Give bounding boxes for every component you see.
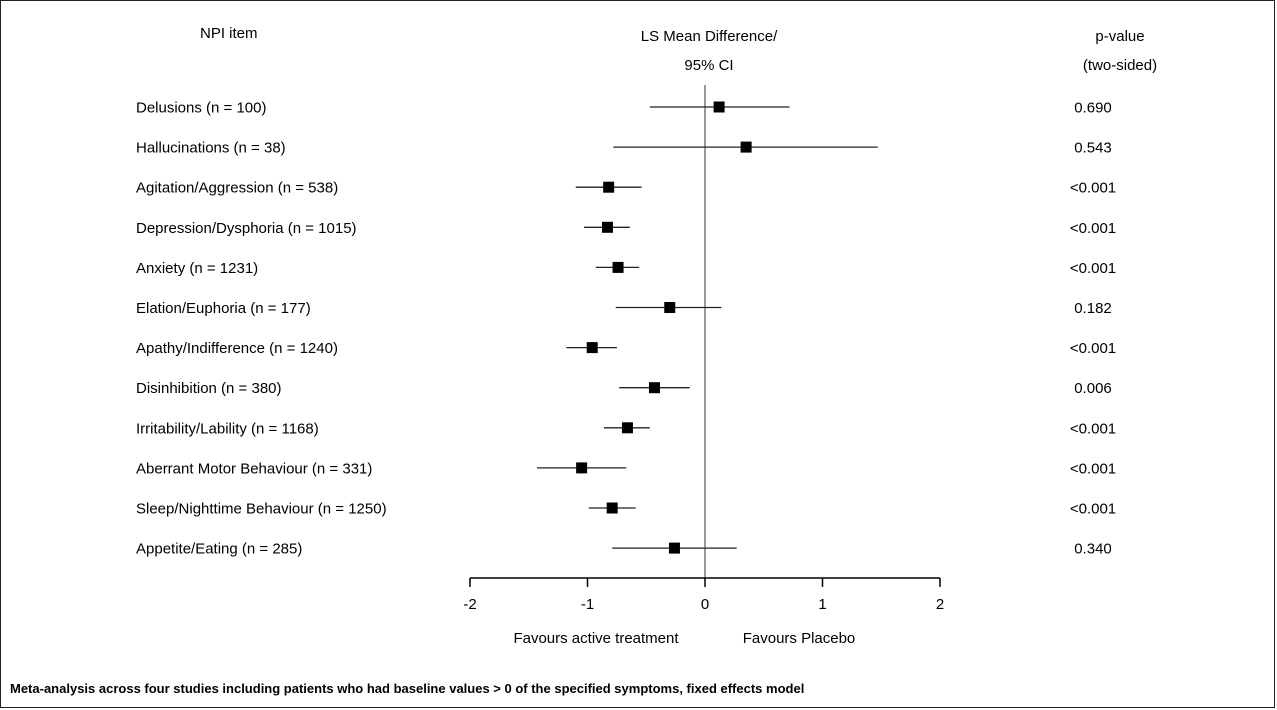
p-value: 0.006 [1074,380,1112,397]
point-estimate [576,462,588,474]
point-estimate [606,502,618,514]
row-label: Anxiety (n = 1231) [136,260,258,277]
point-estimate [668,542,680,554]
row-label: Aberrant Motor Behaviour (n = 331) [136,460,372,477]
row-label: Agitation/Aggression (n = 538) [136,180,338,197]
p-value: <0.001 [1070,460,1116,477]
column-header-p-value-line2: (two-sided) [1082,57,1158,74]
x-tick-label: 1 [818,596,826,613]
row-label: Disinhibition (n = 380) [136,380,282,397]
p-value: 0.182 [1074,300,1112,317]
row-label: Elation/Euphoria (n = 177) [136,300,311,317]
point-estimate [586,342,598,354]
p-value: <0.001 [1070,260,1116,277]
p-value: <0.001 [1070,220,1116,237]
point-estimate [713,101,725,113]
row-label: Irritability/Lability (n = 1168) [136,420,319,437]
p-value: 0.543 [1074,140,1112,157]
point-estimate [612,261,624,273]
row-label: Apathy/Indifference (n = 1240) [136,340,338,357]
point-estimate [740,141,752,153]
favours-placebo-label: Favours Placebo [743,630,856,647]
x-tick-label: -2 [463,596,476,613]
x-tick-label: -1 [581,596,594,613]
forest-plot: Delusions (n = 100) 0.690 Hallucinations (… [136,85,1116,647]
point-estimate [603,181,615,193]
column-header-npi-item: NPI item [200,25,258,42]
column-header-p-value: p-value (two-sided) [1050,22,1190,80]
point-estimate [601,221,613,233]
row-label: Appetite/Eating (n = 285) [136,541,302,558]
p-value: <0.001 [1070,420,1116,437]
column-header-mean-difference-line1: LS Mean Difference/ [640,28,778,45]
footnote: Meta-analysis across four studies includ… [10,681,805,696]
column-header-mean-difference: LS Mean Difference/ 95% CI [604,22,814,80]
row-label: Delusions (n = 100) [136,100,267,117]
column-header-p-value-line1: p-value [1095,28,1145,45]
x-tick-label: 0 [701,596,709,613]
x-tick-label: 2 [936,596,944,613]
point-estimate [664,302,676,313]
p-value: <0.001 [1070,340,1116,357]
point-estimate [621,422,633,434]
p-value: 0.340 [1074,541,1112,558]
column-header-mean-difference-line2: 95% CI [684,57,734,74]
row-label: Sleep/Nighttime Behaviour (n = 1250) [136,501,387,518]
row-label: Hallucinations (n = 38) [136,140,286,157]
point-estimate [648,382,660,394]
favours-active-label: Favours active treatment [513,630,679,647]
p-value: <0.001 [1070,180,1116,197]
p-value: <0.001 [1070,501,1116,518]
row-label: Depression/Dysphoria (n = 1015) [136,220,357,237]
p-value: 0.690 [1074,100,1112,117]
